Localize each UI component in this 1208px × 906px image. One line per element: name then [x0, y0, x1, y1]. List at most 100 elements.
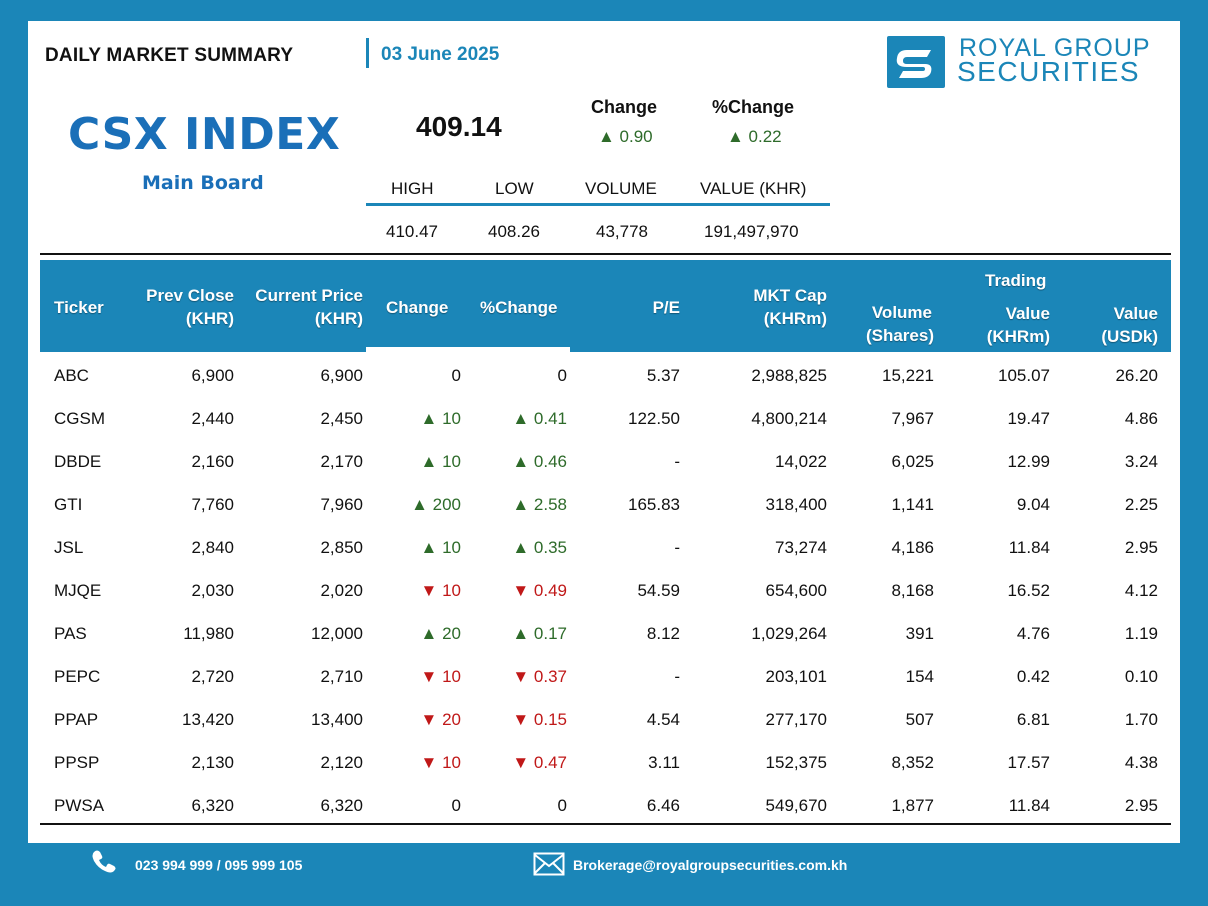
cell-ticker: ABC	[54, 366, 89, 385]
cell-pe: -	[674, 452, 680, 471]
cell-cur: 13,400	[311, 710, 363, 729]
cell-volume: 154	[905, 667, 934, 686]
cell-ticker: PPAP	[54, 710, 99, 729]
cell-ticker: DBDE	[54, 452, 102, 471]
cell-prev: 13,420	[182, 710, 234, 729]
th-pe: P/E	[652, 298, 680, 317]
section-divider	[40, 253, 1171, 255]
cell-cur: 7,960	[320, 495, 363, 514]
cell-volume: 8,352	[891, 753, 934, 772]
cell-change: ▲ 20	[420, 624, 461, 643]
cell-cur: 12,000	[311, 624, 363, 643]
th-ticker: Ticker	[54, 298, 104, 317]
cell-value-khr: 11.84	[1008, 796, 1050, 815]
cell-value-khr: 0.42	[1016, 667, 1050, 686]
cell-value-usd: 4.12	[1124, 581, 1158, 600]
pct-change-label: %Change	[712, 97, 795, 117]
cell-mkt-cap: 73,274	[775, 538, 827, 557]
index-value: 409.14	[416, 111, 502, 142]
cell-value-usd: 2.95	[1124, 538, 1158, 557]
th-value-khr: Value (KHRm)	[986, 304, 1050, 346]
cell-change: ▼ 10	[420, 753, 461, 772]
cell-volume: 4,186	[891, 538, 934, 557]
cell-cur: 2,170	[320, 452, 363, 471]
table-row: CGSM 2,440 2,450 ▲ 10 ▲ 0.41 122.50 4,80…	[40, 397, 1171, 440]
stat-label-high: HIGH	[391, 179, 434, 198]
cell-volume: 1,141	[891, 495, 934, 514]
cell-cur: 2,850	[320, 538, 363, 557]
cell-value-usd: 3.24	[1124, 452, 1158, 471]
cell-value-khr: 12.99	[1007, 452, 1050, 471]
change-value: ▲ 0.90	[598, 127, 653, 146]
cell-prev: 2,840	[191, 538, 234, 557]
cell-pct: ▼ 0.49	[512, 581, 567, 600]
cell-mkt-cap: 318,400	[765, 495, 827, 514]
cell-value-khr: 9.04	[1016, 495, 1050, 514]
cell-value-usd: 1.70	[1124, 710, 1158, 729]
cell-ticker: PPSP	[54, 753, 100, 772]
cell-prev: 6,320	[191, 796, 234, 815]
th-trading: Trading	[985, 271, 1047, 290]
board-label: Main Board	[142, 172, 264, 194]
cell-change: ▼ 20	[420, 710, 461, 729]
cell-value-khr: 11.84	[1008, 538, 1050, 557]
table-header: Ticker Prev Close (KHR) Current Price (KHR…	[40, 260, 1171, 352]
brand-logo-icon	[887, 36, 945, 88]
cell-pct: ▼ 0.15	[512, 710, 567, 729]
cell-change: 0	[451, 366, 461, 385]
cell-cur: 2,120	[320, 753, 363, 772]
cell-pct: 0	[557, 796, 567, 815]
cell-pe: -	[674, 667, 680, 686]
stat-label-value: VALUE (KHR)	[700, 179, 807, 198]
cell-pct: ▲ 0.17	[512, 624, 567, 643]
cell-prev: 2,160	[191, 452, 234, 471]
cell-change: ▲ 10	[420, 452, 461, 471]
cell-mkt-cap: 2,988,825	[751, 366, 827, 385]
th-mkt-cap: MKT Cap (KHRm)	[753, 286, 827, 328]
cell-value-khr: 105.07	[998, 366, 1050, 385]
cell-value-khr: 4.76	[1016, 624, 1050, 643]
cell-pe: 165.83	[628, 495, 680, 514]
index-name: CSX INDEX	[68, 109, 341, 160]
cell-cur: 2,710	[320, 667, 363, 686]
th-current-price: Current Price (KHR)	[255, 286, 363, 328]
cell-pct: ▲ 2.58	[512, 495, 567, 514]
brand-name-line1: ROYAL GROUP	[959, 34, 1151, 62]
th-pct-change: %Change	[480, 298, 558, 317]
footer-email[interactable]: Brokerage@royalgroupsecurities.com.kh	[573, 857, 848, 873]
cell-ticker: PAS	[54, 624, 87, 643]
cell-prev: 2,720	[191, 667, 234, 686]
table-row: PWSA 6,320 6,320 0 0 6.46 549,670 1,877 …	[40, 784, 1171, 827]
table-row: DBDE 2,160 2,170 ▲ 10 ▲ 0.46 - 14,022 6,…	[40, 440, 1171, 483]
cell-prev: 7,760	[191, 495, 234, 514]
stat-label-low: LOW	[495, 179, 534, 198]
brand-name-line2: SECURITIES	[957, 56, 1141, 87]
stats-divider	[366, 203, 830, 206]
cell-pe: 8.12	[646, 624, 680, 643]
cell-prev: 2,440	[191, 409, 234, 428]
table-bottom-border	[40, 823, 1171, 825]
cell-value-usd: 2.25	[1124, 495, 1158, 514]
cell-pct: ▼ 0.47	[512, 753, 567, 772]
cell-value-khr: 6.81	[1016, 710, 1050, 729]
cell-ticker: GTI	[54, 495, 83, 514]
email-icon	[533, 852, 565, 881]
footer-phone[interactable]: 023 994 999 / 095 999 105	[135, 857, 303, 873]
report-date: 03 June 2025	[381, 44, 500, 65]
table-row: PPAP 13,420 13,400 ▼ 20 ▼ 0.15 4.54 277,…	[40, 698, 1171, 741]
cell-pct: ▲ 0.35	[512, 538, 567, 557]
table-row: JSL 2,840 2,850 ▲ 10 ▲ 0.35 - 73,274 4,1…	[40, 526, 1171, 569]
cell-pe: 5.37	[646, 366, 680, 385]
stat-value-high: 410.47	[386, 222, 438, 241]
cell-value-usd: 0.10	[1124, 667, 1158, 686]
page-title: DAILY MARKET SUMMARY	[45, 45, 294, 66]
cell-mkt-cap: 1,029,264	[751, 624, 827, 643]
cell-pe: 4.54	[646, 710, 680, 729]
cell-change: ▲ 10	[420, 409, 461, 428]
cell-change: ▲ 200	[411, 495, 461, 514]
cell-pct: 0	[557, 366, 567, 385]
table-row: PPSP 2,130 2,120 ▼ 10 ▼ 0.47 3.11 152,37…	[40, 741, 1171, 784]
cell-change: ▼ 10	[420, 667, 461, 686]
phone-icon	[90, 848, 120, 879]
cell-value-usd: 4.86	[1124, 409, 1158, 428]
